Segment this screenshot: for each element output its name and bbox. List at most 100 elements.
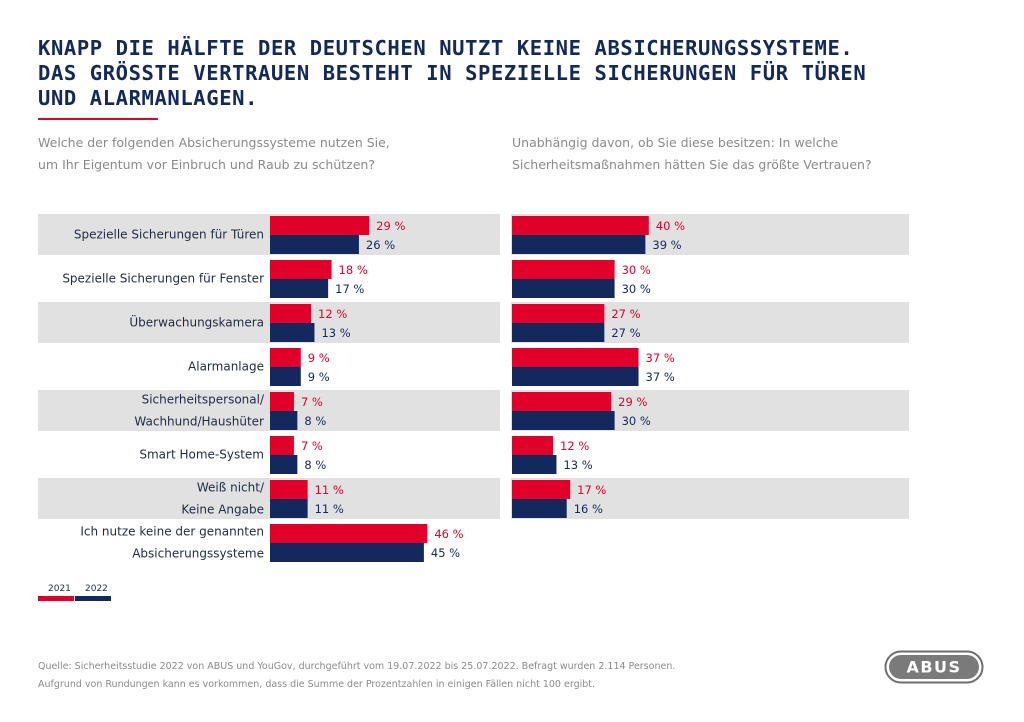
legend-label-2022: 2022 [85,584,108,594]
trust-value-2022-4: 30 % [622,414,651,428]
trust-value-2021-0: 40 % [656,219,685,233]
usage-band-2 [38,302,500,343]
usage-bar-2021-4 [270,392,294,411]
usage-value-2021-6: 11 % [315,483,344,497]
usage-bar-2022-5 [270,455,298,474]
trust-bar-2021-3 [512,348,639,367]
page-title: KNAPP DIE HÄLFTE DER DEUTSCHEN NUTZT KEI… [38,36,988,111]
trust-bar-2021-1 [512,260,615,279]
question-right-line-2: Sicherheitsmaßnahmen hätten Sie das größ… [512,157,872,172]
question-left-line-1: Welche der folgenden Absicherungssysteme… [38,135,390,150]
trust-value-2021-6: 17 % [577,483,606,497]
usage-bar-2022-2 [270,323,315,342]
trust-bar-2022-6 [512,499,567,518]
trust-value-2022-2: 27 % [611,326,640,340]
usage-band-0 [38,214,500,255]
chart-usage: Spezielle Sicherungen für Türen 29 % 26 % S… [38,214,500,570]
title-line-2: DAS GRÖSSTE VERTRAUEN BESTEHT IN SPEZIEL… [38,61,867,85]
chart-trust: 40 % 39 % 30 % 30 % 27 % 27 % 37 % 37 % 29 % 30 %… [511,214,909,526]
trust-bar-2022-1 [512,279,615,298]
usage-value-2021-2: 12 % [318,307,347,321]
usage-category-label-5: Smart Home-System [139,448,264,462]
trust-value-2021-2: 27 % [611,307,640,321]
usage-value-2022-1: 17 % [335,282,364,296]
usage-bar-2021-7 [270,524,428,543]
usage-bar-2022-4 [270,411,298,430]
legend-swatch-2021 [38,596,74,601]
trust-value-2022-3: 37 % [646,370,675,384]
legend-item-2021: 2021 [38,582,74,601]
usage-value-2021-7: 46 % [434,527,463,541]
title-line-3: UND ALARMANLAGEN. [38,86,259,110]
usage-value-2022-2: 13 % [321,326,350,340]
usage-bar-2021-3 [270,348,301,367]
usage-category-label-7-0: Ich nutze keine der genannten [80,525,264,539]
usage-category-label-6-1: Keine Angabe [181,503,264,517]
usage-category-label-6-0: Weiß nicht/ [197,481,265,495]
legend-label-2021: 2021 [48,584,71,594]
usage-value-2021-5: 7 % [301,439,323,453]
accent-rule [38,118,158,120]
usage-bar-2022-7 [270,543,424,562]
legend-swatch-2022 [75,596,111,601]
trust-bar-2021-5 [512,436,554,455]
usage-bar-2021-6 [270,480,308,499]
trust-value-2022-5: 13 % [563,458,592,472]
usage-bar-2022-0 [270,235,359,254]
usage-band-6 [38,478,500,519]
trust-value-2022-6: 16 % [574,502,603,516]
source-line-1: Quelle: Sicherheitsstudie 2022 von ABUS … [38,661,676,672]
usage-bar-2021-5 [270,436,294,455]
abus-logo: ABUS [884,650,984,684]
usage-value-2022-7: 45 % [431,546,460,560]
trust-value-2021-4: 29 % [618,395,647,409]
usage-category-label-4-1: Wachhund/Haushüter [134,415,264,429]
logo-inner-pill [889,655,979,679]
usage-value-2022-4: 8 % [304,414,326,428]
trust-bar-2022-3 [512,367,639,386]
usage-band-4 [38,390,500,431]
legend-item-2022: 2022 [75,582,111,601]
usage-category-label-2: Überwachungskamera [129,314,264,330]
usage-bar-2021-2 [270,304,312,323]
trust-bar-2021-6 [512,480,571,499]
question-right-line-1: Unabhängig davon, ob Sie diese besitzen:… [512,135,839,150]
trust-bar-2021-0 [512,216,649,235]
usage-category-label-0: Spezielle Sicherungen für Türen [74,228,264,242]
source-line-2: Aufgrund von Rundungen kann es vorkommen… [38,679,596,690]
usage-value-2021-4: 7 % [301,395,323,409]
usage-bar-2022-3 [270,367,301,386]
usage-category-label-3: Alarmanlage [188,360,264,374]
question-left-line-2: um Ihr Eigentum vor Einbruch und Raub zu… [38,157,375,172]
question-right: Unabhängig davon, ob Sie diese besitzen:… [512,132,872,176]
trust-bar-2021-4 [512,392,612,411]
usage-bar-2022-6 [270,499,308,518]
trust-value-2021-1: 30 % [622,263,651,277]
question-left: Welche der folgenden Absicherungssysteme… [38,132,390,176]
usage-bar-2022-1 [270,279,329,298]
logo-text: ABUS [906,658,961,677]
usage-value-2022-0: 26 % [366,238,395,252]
usage-value-2021-1: 18 % [339,263,368,277]
trust-value-2022-0: 39 % [652,238,681,252]
trust-bar-2022-4 [512,411,615,430]
chart-usage-svg: Spezielle Sicherungen für Türen 29 % 26 % S… [38,214,500,562]
usage-bar-2021-0 [270,216,370,235]
trust-bar-2021-2 [512,304,605,323]
trust-bar-2022-5 [512,455,557,474]
trust-value-2022-1: 30 % [622,282,651,296]
trust-value-2021-3: 37 % [646,351,675,365]
chart-trust-svg: 40 %39 %30 %30 %27 %27 %37 %37 %29 %30 %… [511,214,909,519]
usage-value-2021-3: 9 % [308,351,330,365]
usage-value-2022-6: 11 % [315,502,344,516]
trust-bar-2022-2 [512,323,605,342]
trust-value-2021-5: 12 % [560,439,589,453]
usage-category-label-1: Spezielle Sicherungen für Fenster [62,272,264,286]
trust-bar-2022-0 [512,235,646,254]
usage-value-2022-5: 8 % [304,458,326,472]
title-line-1: KNAPP DIE HÄLFTE DER DEUTSCHEN NUTZT KEI… [38,36,854,60]
usage-bar-2021-1 [270,260,332,279]
trust-band-6 [511,478,909,519]
source-note: Quelle: Sicherheitsstudie 2022 von ABUS … [38,658,675,694]
usage-value-2021-0: 29 % [376,219,405,233]
